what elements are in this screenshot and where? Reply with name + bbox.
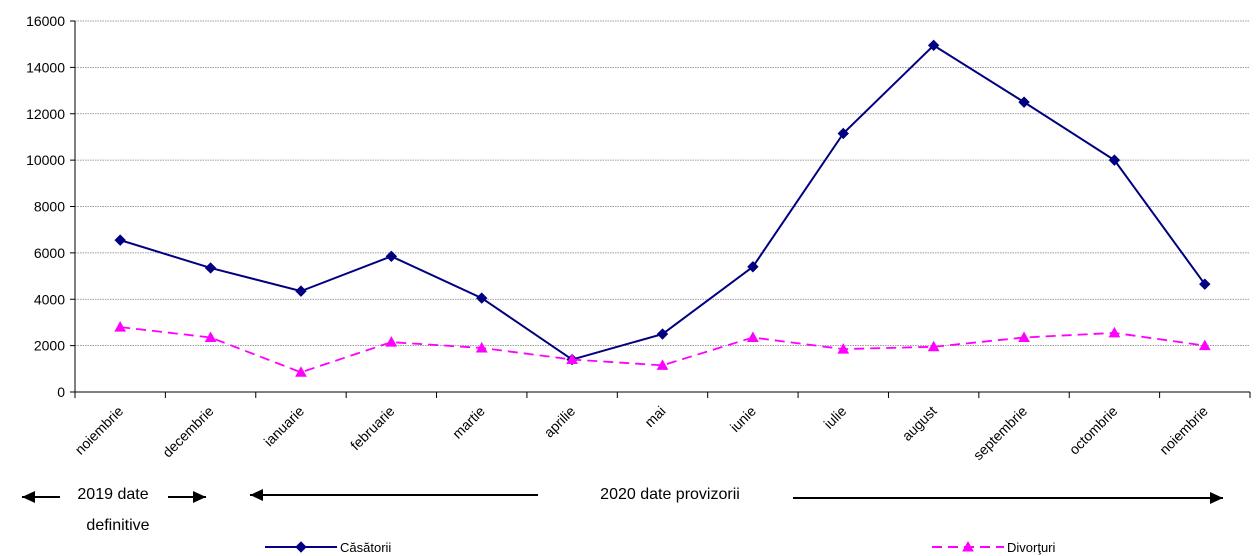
x-tick-label: august bbox=[899, 403, 940, 444]
x-tick-label: decembrie bbox=[159, 403, 217, 461]
point-series-2 bbox=[385, 336, 398, 347]
point-series-2 bbox=[656, 359, 669, 370]
arrow-2020-left-head bbox=[250, 489, 263, 501]
x-tick-label: septembrie bbox=[970, 403, 1030, 463]
y-tick-label: 4000 bbox=[34, 291, 65, 307]
legend-marker-1 bbox=[295, 541, 307, 553]
y-tick-label: 12000 bbox=[26, 106, 65, 122]
point-series-1 bbox=[204, 262, 217, 274]
gridlines bbox=[75, 20, 1250, 347]
point-series-1 bbox=[656, 328, 669, 340]
arrow-2019-left-head bbox=[22, 491, 35, 503]
x-tick-label: aprilie bbox=[541, 403, 579, 441]
y-tick-label: 16000 bbox=[26, 13, 65, 29]
point-series-2 bbox=[1198, 339, 1211, 351]
x-tick-label: iulie bbox=[820, 403, 849, 432]
point-series-2 bbox=[566, 353, 578, 365]
legend: Căsătorii Divorţuri bbox=[265, 540, 1056, 555]
period-annotations: 2019 date definitive 2020 date provizori… bbox=[22, 486, 1223, 534]
x-tick-label: martie bbox=[449, 403, 488, 442]
y-tick-label: 10000 bbox=[26, 152, 65, 168]
y-tick-labels: 0 2000 4000 6000 8000 10000 12000 14000 16000 bbox=[26, 13, 65, 400]
x-tick-label: mai bbox=[641, 403, 668, 430]
point-series-1 bbox=[476, 292, 488, 304]
point-series-2 bbox=[114, 321, 127, 332]
point-series-1 bbox=[747, 261, 759, 273]
y-tick-label: 8000 bbox=[34, 199, 65, 215]
point-series-2 bbox=[204, 331, 217, 343]
x-tick-label: octombrie bbox=[1066, 403, 1121, 458]
y-tick-label: 6000 bbox=[34, 245, 65, 261]
period-2020-label: 2020 date provizorii bbox=[600, 486, 740, 503]
point-series-2 bbox=[747, 331, 759, 343]
point-series-2 bbox=[475, 341, 488, 353]
point-series-1 bbox=[295, 285, 307, 297]
legend-marker-2 bbox=[962, 540, 974, 552]
arrow-2020-right-head bbox=[1210, 492, 1223, 504]
series-lines bbox=[114, 39, 1211, 377]
x-tick-label: noiembrie bbox=[1156, 403, 1211, 458]
point-series-2 bbox=[1018, 331, 1030, 343]
point-series-1 bbox=[1018, 96, 1030, 108]
x-tick-label: ianuarie bbox=[261, 403, 308, 450]
legend-label-1: Căsătorii bbox=[340, 540, 391, 555]
arrow-2019-right-head bbox=[193, 491, 206, 503]
point-series-2 bbox=[295, 366, 307, 377]
point-series-2 bbox=[927, 340, 940, 352]
axes bbox=[70, 20, 1251, 398]
x-tick-label: noiembrie bbox=[72, 403, 127, 458]
point-series-1 bbox=[927, 39, 940, 52]
point-series-1 bbox=[385, 250, 398, 263]
point-series-1 bbox=[1108, 154, 1121, 166]
series-line-1 bbox=[119, 44, 1206, 361]
x-tick-labels: noiembrie decembrie ianuarie februarie marti… bbox=[72, 403, 1212, 463]
y-tick-label: 0 bbox=[57, 384, 65, 400]
point-series-1 bbox=[837, 127, 849, 140]
period-2019-label-line1: 2019 date bbox=[77, 486, 148, 503]
point-series-1 bbox=[1199, 278, 1211, 290]
x-tick-label: februarie bbox=[347, 403, 398, 454]
point-series-2 bbox=[1108, 326, 1121, 338]
point-series-1 bbox=[114, 234, 126, 246]
legend-label-2: Divorţuri bbox=[1007, 540, 1056, 555]
period-2019-label-line2: definitive bbox=[86, 517, 149, 534]
point-series-2 bbox=[837, 343, 850, 354]
x-tick-label: iunie bbox=[727, 403, 759, 435]
y-tick-label: 2000 bbox=[34, 338, 65, 354]
y-tick-label: 14000 bbox=[26, 59, 65, 75]
